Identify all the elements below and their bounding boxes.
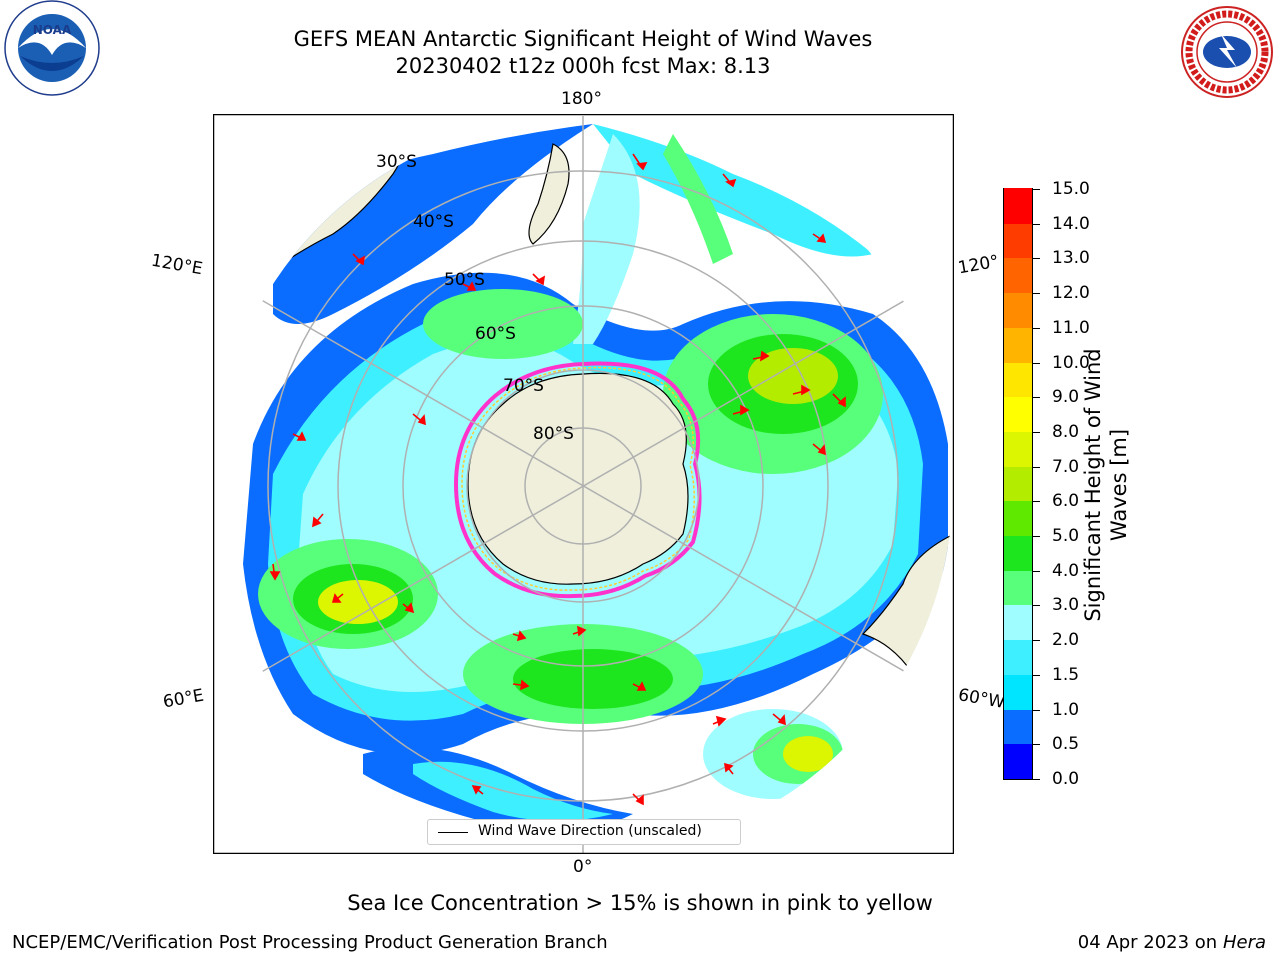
- lat-label-40s: 40°S: [413, 212, 454, 232]
- colorbar-segment: [1004, 257, 1032, 294]
- colorbar: [1003, 188, 1033, 780]
- lon-label-120e: 120°E: [149, 250, 205, 280]
- lat-label-60s: 60°S: [475, 324, 516, 344]
- colorbar-tick-mark: [1033, 570, 1040, 572]
- chart-subtitle: 20230402 t12z 000h fcst Max: 8.13: [395, 54, 771, 78]
- lon-label-0: 0°: [573, 857, 593, 877]
- polar-map: [213, 114, 954, 854]
- colorbar-tick-label: 1.0: [1052, 699, 1080, 720]
- colorbar-segment: [1004, 535, 1032, 571]
- colorbar-segment: [1004, 604, 1032, 641]
- colorbar-tick-mark: [1033, 189, 1040, 190]
- lat-label-50s: 50°S: [444, 270, 485, 290]
- colorbar-tick-mark: [1033, 327, 1040, 329]
- colorbar-tick-mark: [1033, 536, 1040, 538]
- lat-label-30s: 30°S: [376, 152, 417, 172]
- colorbar-segment: [1004, 743, 1032, 779]
- lon-label-120w: 120°: [956, 251, 1001, 279]
- chart-title: GEFS MEAN Antarctic Significant Height o…: [293, 27, 873, 51]
- colorbar-tick-label: 6.0: [1052, 491, 1080, 512]
- colorbar-title: Significant Height of Wind Waves [m]: [1081, 348, 1131, 622]
- colorbar-tick-mark: [1033, 397, 1040, 399]
- nws-logo: [1181, 6, 1273, 98]
- lat-label-70s: 70°S: [503, 376, 544, 396]
- colorbar-segment: [1004, 396, 1032, 432]
- colorbar-tick-mark: [1033, 362, 1040, 364]
- colorbar-segment: [1004, 500, 1032, 537]
- colorbar-tick-label: 5.0: [1052, 526, 1080, 547]
- lat-label-80s: 80°S: [533, 424, 574, 444]
- colorbar-tick-mark: [1033, 709, 1040, 711]
- noaa-logo: NOAA: [4, 0, 100, 96]
- footer-date: 04 Apr 2023 on Hera: [1078, 932, 1266, 953]
- lon-label-180: 180°: [561, 89, 602, 109]
- colorbar-tick-label: 10.0: [1052, 352, 1090, 373]
- legend-label: Wind Wave Direction (unscaled): [478, 823, 702, 839]
- colorbar-segment: [1004, 570, 1032, 606]
- colorbar-tick-label: 0.5: [1052, 734, 1080, 755]
- colorbar-segment: [1004, 292, 1032, 328]
- colorbar-tick-mark: [1033, 223, 1040, 225]
- colorbar-tick-mark: [1033, 779, 1040, 780]
- colorbar-tick-label: 12.0: [1052, 283, 1090, 304]
- graticule: [213, 116, 953, 854]
- footer-machine: Hera: [1222, 932, 1266, 953]
- colorbar-tick-mark: [1033, 466, 1040, 468]
- colorbar-segment: [1004, 188, 1032, 224]
- legend-line-swatch: [438, 832, 468, 833]
- noaa-logo-text: NOAA: [33, 23, 72, 37]
- colorbar-tick-mark: [1033, 744, 1040, 746]
- colorbar-tick-label: 2.0: [1052, 630, 1080, 651]
- colorbar-segment: [1004, 361, 1032, 398]
- colorbar-tick-label: 14.0: [1052, 213, 1090, 234]
- colorbar-tick-label: 7.0: [1052, 456, 1080, 477]
- colorbar-tick-label: 0.0: [1052, 769, 1080, 789]
- lon-label-60w: 60°W: [956, 685, 1007, 713]
- colorbar-tick-mark: [1033, 501, 1040, 503]
- colorbar-tick-label: 13.0: [1052, 248, 1090, 269]
- colorbar-tick-label: 1.5: [1052, 664, 1080, 685]
- footer-date-text: 04 Apr 2023 on: [1077, 932, 1223, 953]
- colorbar-tick-label: 4.0: [1052, 560, 1080, 581]
- colorbar-segment: [1004, 466, 1032, 502]
- colorbar-tick-mark: [1033, 674, 1040, 676]
- colorbar-tick-mark: [1033, 293, 1040, 295]
- colorbar-tick-mark: [1033, 640, 1040, 642]
- colorbar-segment: [1004, 431, 1032, 467]
- colorbar-segment: [1004, 327, 1032, 363]
- colorbar-segment: [1004, 674, 1032, 710]
- colorbar-tick-mark: [1033, 258, 1040, 260]
- colorbar-tick-mark: [1033, 605, 1040, 607]
- sea-ice-note: Sea Ice Concentration > 15% is shown in …: [347, 891, 933, 915]
- colorbar-segment: [1004, 639, 1032, 675]
- wind-wave-arrows: [269, 153, 846, 806]
- colorbar-tick-label: 8.0: [1052, 421, 1080, 442]
- map-legend: Wind Wave Direction (unscaled): [427, 819, 741, 845]
- colorbar-tick-label: 9.0: [1052, 387, 1080, 408]
- colorbar-tick-mark: [1033, 431, 1040, 433]
- colorbar-tick-label: 3.0: [1052, 595, 1080, 616]
- colorbar-tick-label: 11.0: [1052, 317, 1090, 338]
- colorbar-segment: [1004, 223, 1032, 259]
- colorbar-tick-label: 15.0: [1052, 179, 1090, 199]
- footer-credit: NCEP/EMC/Verification Post Processing Pr…: [12, 932, 608, 953]
- lon-label-60e: 60°E: [161, 685, 206, 713]
- colorbar-segment: [1004, 709, 1032, 745]
